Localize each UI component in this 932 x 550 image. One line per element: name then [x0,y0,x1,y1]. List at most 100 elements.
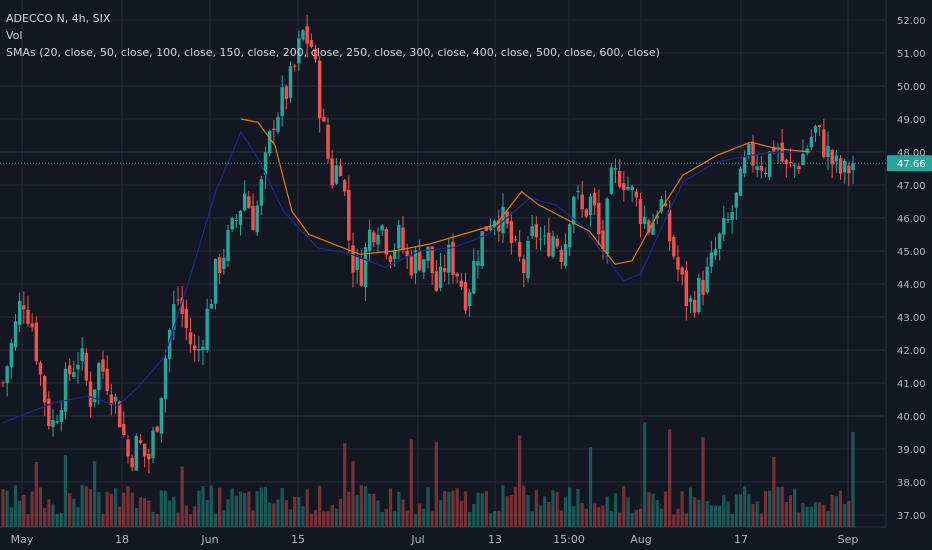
candle-body [522,259,526,274]
candle-body [234,219,239,221]
volume-bar [847,501,851,527]
volume-bar [347,491,351,527]
candle-body [547,232,551,257]
candle-body [563,244,568,266]
volume-bar [463,491,468,527]
candle-body [634,191,639,198]
y-tick-label: 38.00 [897,478,926,489]
volume-bar [313,510,318,527]
candle-body [763,173,768,175]
volume-bar [172,496,176,527]
candle-body [230,217,234,230]
candle-body [217,257,222,274]
candle-body [392,249,397,260]
volume-bar [205,500,209,527]
volume-bar [772,456,776,527]
volume-bar [826,510,830,527]
volume-bar [451,490,455,527]
symbol-title[interactable]: ADECCO N, 4h, SIX [6,12,111,25]
volume-bar [338,498,343,527]
candle-body [417,250,422,271]
volume-bar [476,492,480,527]
candle-body [847,165,851,174]
volume-bar [763,491,768,527]
volume-bar [663,491,668,527]
volume-bar [18,500,22,527]
sma-line-orange [240,118,811,265]
candle-body [259,179,264,206]
volume-bar [384,508,388,527]
candle-body [297,38,301,64]
volume-bar [784,502,788,527]
volume-bar [776,486,780,527]
y-tick-label: 50.00 [897,82,926,93]
candle-body [651,222,655,235]
x-tick-label: Jul [410,533,424,546]
candle-body [292,65,297,67]
volume-bar [647,492,651,527]
volume-bar [834,496,838,527]
candle-body [492,220,497,228]
candle-body [380,225,384,231]
volume-bar [605,496,609,527]
candle-body [851,163,855,171]
candle-body [817,125,822,128]
y-tick-label: 46.00 [897,214,926,225]
candle-body [555,238,559,247]
volume-bar [530,511,534,527]
volume-bar [259,487,263,527]
volume-bar [805,506,809,527]
sma-indicator-label[interactable]: SMAs (20, close, 50, close, 100, close, … [6,46,660,59]
volume-bar [630,512,634,527]
candle-body [442,268,447,272]
candle-body [255,205,259,233]
candle-body [180,297,184,314]
candle-body [688,298,693,302]
volume-bar [59,512,63,527]
candle-body [826,145,830,158]
volume-bar [618,512,622,527]
volume-bar [768,490,772,527]
candle-body [772,146,776,152]
volume-bar [184,505,188,527]
candle-body [305,26,309,44]
volume-bar [568,487,572,527]
volume-bar [576,488,580,527]
candle-body [463,281,468,311]
candle-body [384,229,389,255]
candle-body [822,129,826,158]
volume-bar [155,514,159,527]
volume-bar [609,511,613,527]
candle-body [176,299,180,301]
volume-bar [68,493,72,527]
candle-body [401,227,405,250]
candle-body [530,226,534,237]
candle-body [834,155,839,162]
volume-bar [343,443,347,527]
volume-bar [309,513,313,527]
volume-bar [318,485,322,527]
y-tick-label: 39.00 [897,445,926,456]
candle-body [351,245,355,273]
volume-bar [222,510,226,527]
volume-bar [363,486,368,527]
volume-bar [293,496,297,527]
candle-body [438,266,443,288]
candle-body [1,382,5,384]
volume-indicator-label[interactable]: Vol [6,29,23,42]
candle-body [788,162,793,164]
volume-bar [5,490,9,527]
volume-bar [780,486,784,527]
candle-body [142,443,147,457]
candle-body [747,143,751,155]
candle-body [538,238,543,240]
candle-body [122,423,126,436]
candle-body [830,150,834,165]
volume-bar [555,491,559,527]
volume-bar [509,495,513,527]
candle-body [155,426,159,432]
volume-bar [622,485,626,527]
volume-bar [9,507,13,527]
volume-bar [255,490,259,527]
